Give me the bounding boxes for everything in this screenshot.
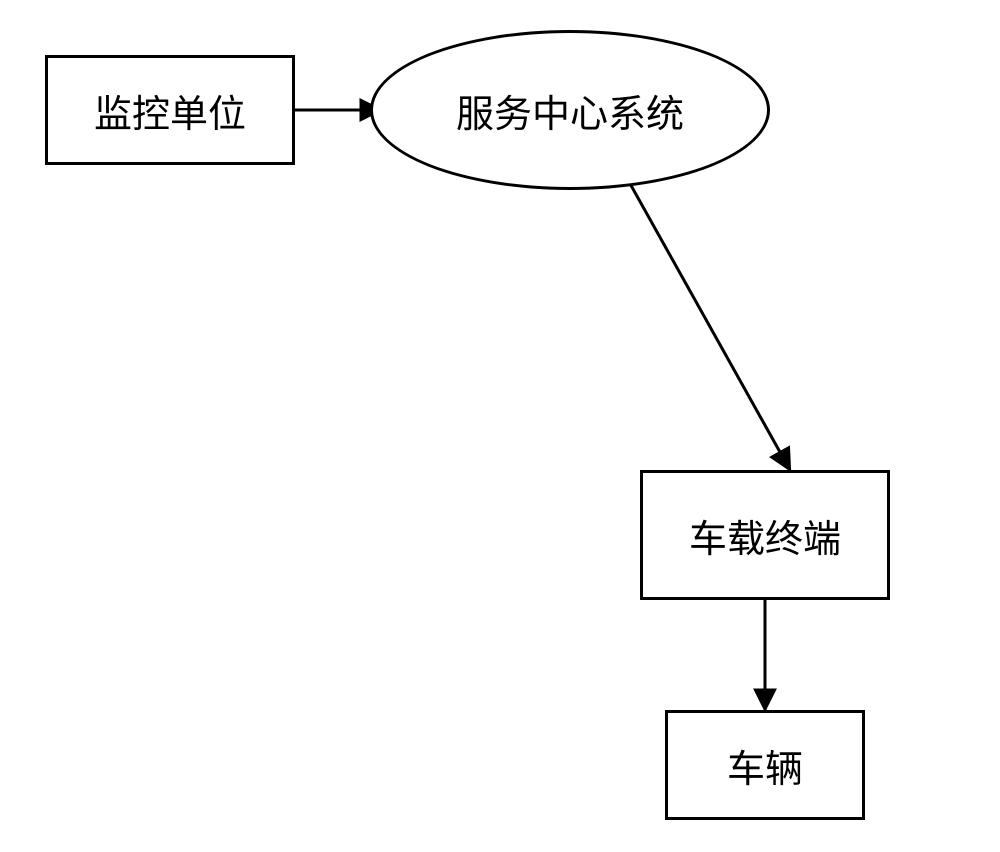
node-monitor-unit-label: 监控单位 [94,83,246,138]
node-vehicle-terminal: 车载终端 [640,470,890,600]
node-vehicle: 车辆 [665,710,865,820]
diagram-canvas: 监控单位 服务中心系统 车载终端 车辆 [0,0,1000,852]
node-service-center: 服务中心系统 [370,30,770,190]
node-vehicle-label: 车辆 [727,738,803,793]
node-service-center-label: 服务中心系统 [456,83,684,138]
edge-service_center-vehicle_terminal [628,180,790,470]
node-vehicle-terminal-label: 车载终端 [689,508,841,563]
node-monitor-unit: 监控单位 [45,55,295,165]
